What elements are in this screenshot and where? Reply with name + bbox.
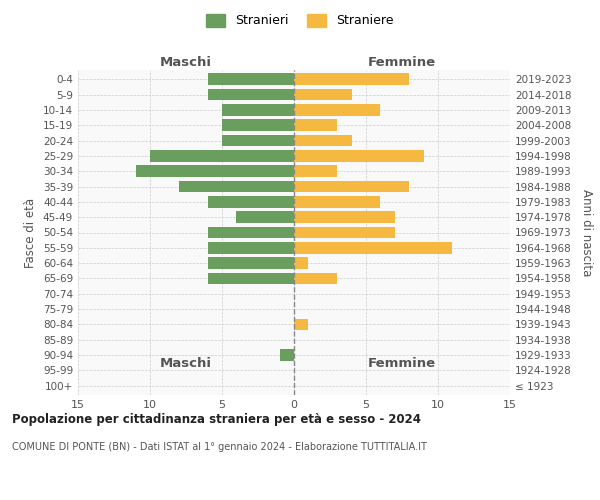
Text: Femmine: Femmine: [368, 56, 436, 69]
Bar: [294, 212, 395, 223]
Bar: [294, 227, 395, 238]
Bar: [208, 196, 294, 207]
Bar: [294, 120, 337, 131]
Text: Maschi: Maschi: [160, 357, 212, 370]
Bar: [294, 104, 380, 116]
Text: COMUNE DI PONTE (BN) - Dati ISTAT al 1° gennaio 2024 - Elaborazione TUTTITALIA.I: COMUNE DI PONTE (BN) - Dati ISTAT al 1° …: [12, 442, 427, 452]
Bar: [294, 74, 409, 85]
Bar: [208, 74, 294, 85]
Bar: [150, 150, 294, 162]
Bar: [294, 150, 424, 162]
Bar: [294, 272, 337, 284]
Bar: [179, 181, 294, 192]
Bar: [294, 242, 452, 254]
Bar: [294, 258, 308, 269]
Bar: [294, 181, 409, 192]
Y-axis label: Fasce di età: Fasce di età: [25, 198, 37, 268]
Y-axis label: Anni di nascita: Anni di nascita: [580, 189, 593, 276]
Bar: [208, 242, 294, 254]
Bar: [294, 89, 352, 101]
Bar: [222, 104, 294, 116]
Bar: [236, 212, 294, 223]
Bar: [222, 135, 294, 146]
Bar: [208, 272, 294, 284]
Bar: [208, 227, 294, 238]
Text: Maschi: Maschi: [160, 56, 212, 69]
Bar: [208, 89, 294, 101]
Legend: Stranieri, Straniere: Stranieri, Straniere: [202, 8, 398, 32]
Bar: [280, 350, 294, 361]
Text: Femmine: Femmine: [368, 357, 436, 370]
Bar: [294, 318, 308, 330]
Text: Popolazione per cittadinanza straniera per età e sesso - 2024: Popolazione per cittadinanza straniera p…: [12, 412, 421, 426]
Bar: [294, 196, 380, 207]
Bar: [222, 120, 294, 131]
Bar: [208, 258, 294, 269]
Bar: [294, 166, 337, 177]
Bar: [136, 166, 294, 177]
Bar: [294, 135, 352, 146]
